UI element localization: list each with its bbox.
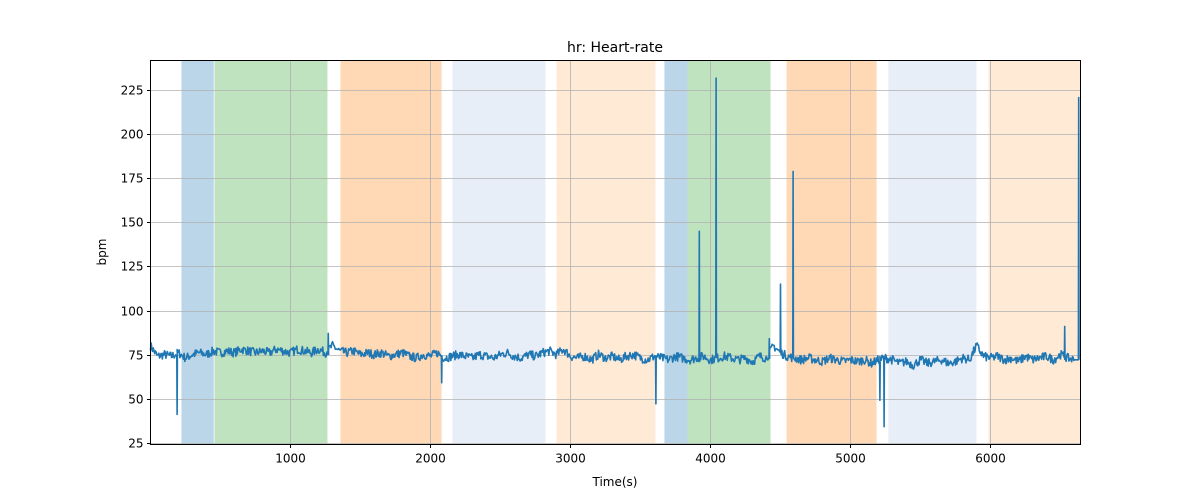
shaded-region-0 bbox=[181, 60, 214, 445]
shaded-region-4 bbox=[556, 60, 656, 445]
x-tick-label: 3000 bbox=[555, 452, 586, 466]
axis-ticks: 1000 2000 3000 4000 5000 6000 25 50 75 100 125 150 1… bbox=[121, 84, 1006, 466]
grid-lines bbox=[150, 60, 1081, 445]
y-tick-label: 225 bbox=[121, 84, 144, 98]
y-tick-label: 100 bbox=[121, 305, 144, 319]
shaded-region-3 bbox=[452, 60, 546, 445]
plot-frame bbox=[150, 60, 1081, 445]
x-axis-label: Time(s) bbox=[592, 475, 638, 489]
shaded-region-8 bbox=[888, 60, 977, 445]
y-tick-label: 50 bbox=[128, 393, 143, 407]
y-tick-label: 200 bbox=[121, 128, 144, 142]
shaded-region-9 bbox=[988, 60, 1081, 445]
shaded-region-6 bbox=[687, 60, 771, 445]
y-tick-label: 150 bbox=[121, 216, 144, 230]
series-line-hr bbox=[149, 77, 1080, 428]
shaded-region-1 bbox=[214, 60, 328, 445]
shaded-regions bbox=[181, 60, 1081, 445]
series-lines bbox=[149, 77, 1080, 428]
x-tick-label: 2000 bbox=[415, 452, 446, 466]
shaded-region-2 bbox=[340, 60, 442, 445]
x-tick-label: 5000 bbox=[835, 452, 866, 466]
x-tick-label: 1000 bbox=[275, 452, 306, 466]
x-tick-label: 6000 bbox=[975, 452, 1006, 466]
x-tick-label: 4000 bbox=[695, 452, 726, 466]
y-axis-label: bpm bbox=[95, 239, 109, 266]
y-tick-label: 175 bbox=[121, 172, 144, 186]
shaded-region-5 bbox=[664, 60, 688, 445]
y-tick-label: 25 bbox=[128, 437, 143, 451]
y-tick-label: 125 bbox=[121, 260, 144, 274]
y-tick-label: 75 bbox=[128, 349, 143, 363]
chart-title: hr: Heart-rate bbox=[567, 40, 663, 56]
shaded-region-7 bbox=[786, 60, 877, 445]
